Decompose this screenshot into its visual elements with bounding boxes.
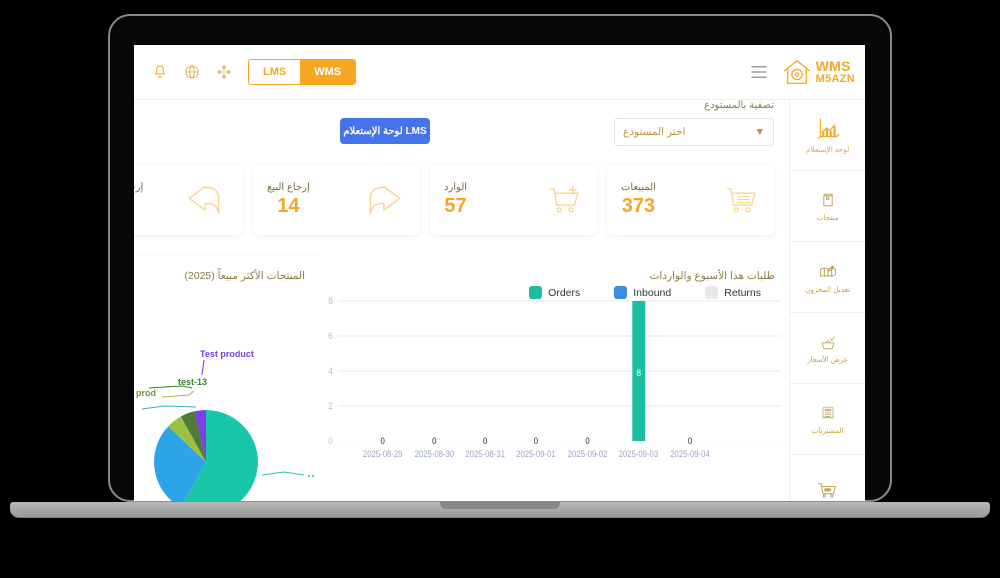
svg-text:2025-09-03: 2025-09-03: [619, 448, 659, 459]
svg-text:2: 2: [328, 400, 333, 411]
svg-text:test-13: test-13: [178, 377, 207, 387]
svg-text:0: 0: [432, 435, 437, 446]
svg-text:8: 8: [637, 367, 642, 378]
svg-text:2025-08-31: 2025-08-31: [465, 448, 505, 459]
svg-text:prod: prod: [136, 388, 156, 398]
svg-text:8: 8: [328, 295, 333, 306]
svg-text:0: 0: [328, 435, 333, 446]
svg-text:0: 0: [534, 435, 539, 446]
svg-text:0: 0: [381, 435, 386, 446]
svg-text:Test product: Test product: [200, 349, 254, 359]
svg-text:2025-09-04: 2025-09-04: [670, 448, 710, 459]
svg-text:2025-08-29: 2025-08-29: [363, 448, 403, 459]
svg-text:0: 0: [483, 435, 488, 446]
svg-text:0: 0: [585, 435, 590, 446]
svg-text:4: 4: [328, 365, 333, 376]
svg-text:2025-09-01: 2025-09-01: [516, 448, 556, 459]
svg-text:2025-09-02: 2025-09-02: [568, 448, 608, 459]
svg-text:2025-08-30: 2025-08-30: [415, 448, 455, 459]
svg-text:6: 6: [328, 330, 333, 341]
svg-text:0: 0: [688, 435, 693, 446]
